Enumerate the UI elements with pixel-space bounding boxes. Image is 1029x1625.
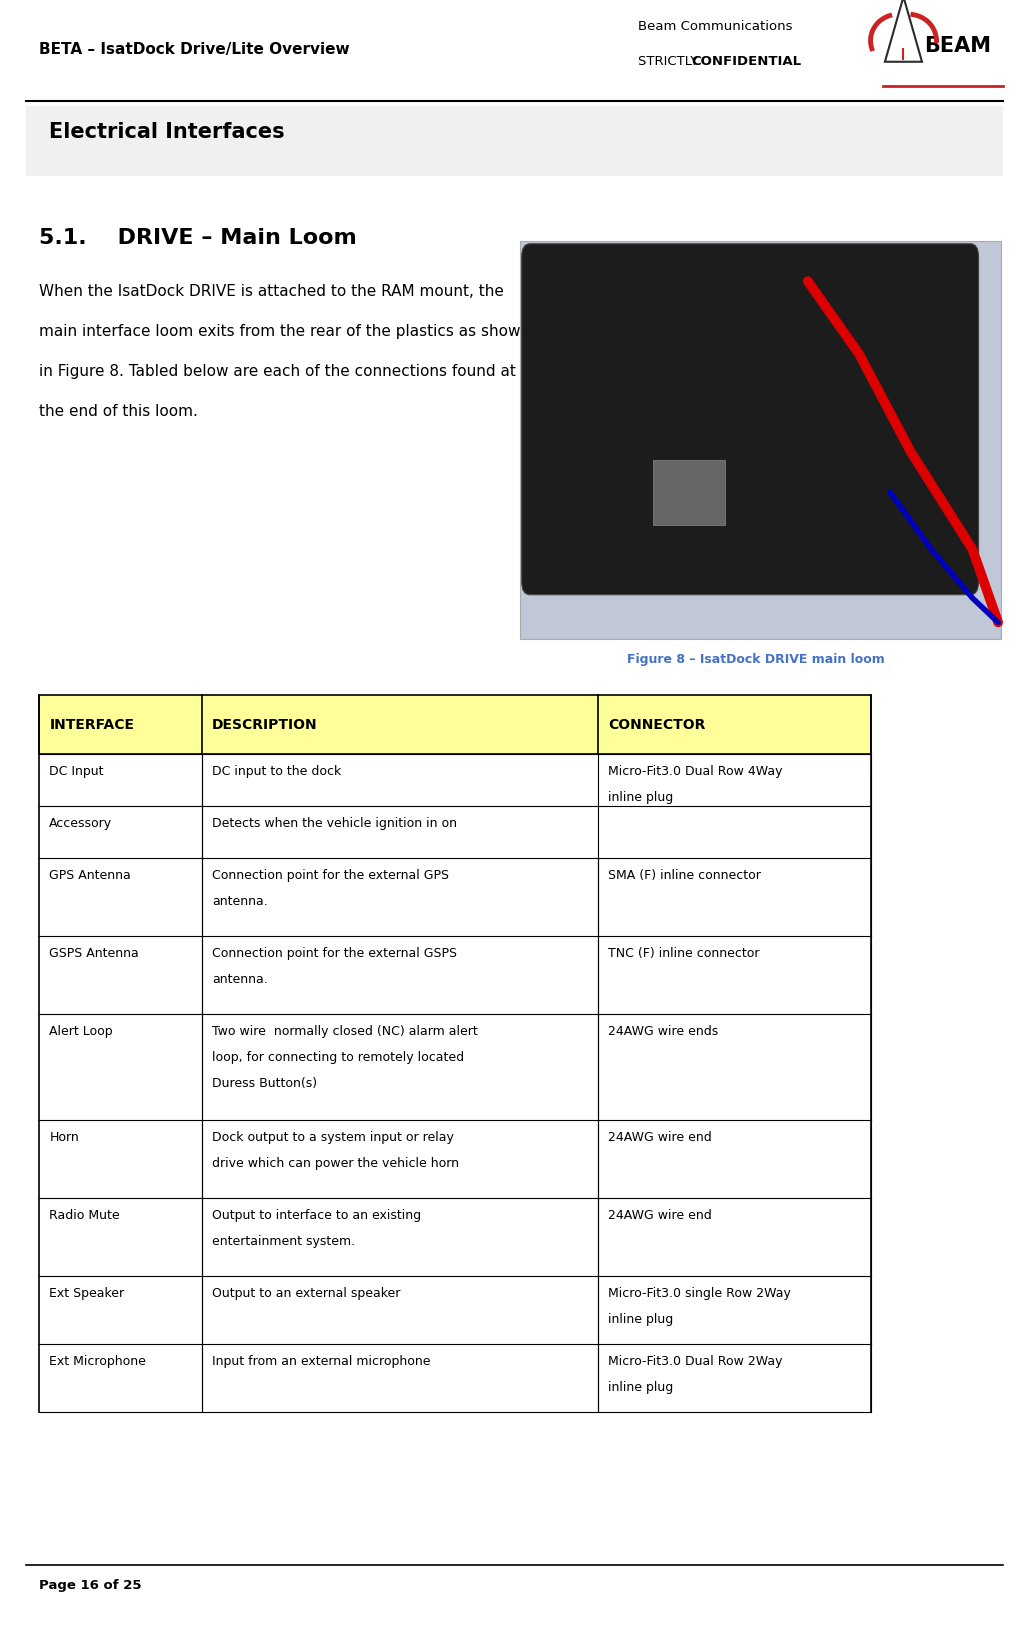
Text: antenna.: antenna. xyxy=(212,895,268,908)
Text: Dock output to a system input or relay: Dock output to a system input or relay xyxy=(212,1131,454,1144)
Text: 24AWG wire end: 24AWG wire end xyxy=(608,1209,712,1222)
Text: Connection point for the external GPS: Connection point for the external GPS xyxy=(212,869,449,882)
Text: 24AWG wire ends: 24AWG wire ends xyxy=(608,1025,718,1038)
Text: Two wire  normally closed (NC) alarm alert: Two wire normally closed (NC) alarm aler… xyxy=(212,1025,477,1038)
Text: Ext Speaker: Ext Speaker xyxy=(49,1287,125,1300)
Text: GPS Antenna: GPS Antenna xyxy=(49,869,131,882)
Text: the end of this loom.: the end of this loom. xyxy=(39,403,198,419)
Text: Radio Mute: Radio Mute xyxy=(49,1209,120,1222)
Text: Accessory: Accessory xyxy=(49,817,112,830)
Text: Figure 8 – IsatDock DRIVE main loom: Figure 8 – IsatDock DRIVE main loom xyxy=(628,653,885,666)
Text: BEAM: BEAM xyxy=(924,36,991,55)
Text: loop, for connecting to remotely located: loop, for connecting to remotely located xyxy=(212,1051,464,1064)
Text: Ext Microphone: Ext Microphone xyxy=(49,1355,146,1368)
Text: SMA (F) inline connector: SMA (F) inline connector xyxy=(608,869,761,882)
Text: BETA – IsatDock Drive/Lite Overview: BETA – IsatDock Drive/Lite Overview xyxy=(39,42,350,57)
Text: inline plug: inline plug xyxy=(608,791,673,804)
Text: STRICTLY: STRICTLY xyxy=(638,55,703,68)
Text: Electrical Interfaces: Electrical Interfaces xyxy=(49,122,285,141)
Text: Input from an external microphone: Input from an external microphone xyxy=(212,1355,430,1368)
Text: TNC (F) inline connector: TNC (F) inline connector xyxy=(608,947,759,960)
Text: DESCRIPTION: DESCRIPTION xyxy=(212,718,318,731)
Text: DC Input: DC Input xyxy=(49,765,104,778)
FancyBboxPatch shape xyxy=(522,244,979,595)
Text: Horn: Horn xyxy=(49,1131,79,1144)
Text: inline plug: inline plug xyxy=(608,1381,673,1394)
Text: When the IsatDock DRIVE is attached to the RAM mount, the: When the IsatDock DRIVE is attached to t… xyxy=(39,284,504,299)
Text: Micro-Fit3.0 Dual Row 2Way: Micro-Fit3.0 Dual Row 2Way xyxy=(608,1355,783,1368)
FancyBboxPatch shape xyxy=(39,696,871,754)
Text: CONFIDENTIAL: CONFIDENTIAL xyxy=(691,55,802,68)
Text: Micro-Fit3.0 Dual Row 4Way: Micro-Fit3.0 Dual Row 4Way xyxy=(608,765,783,778)
Text: drive which can power the vehicle horn: drive which can power the vehicle horn xyxy=(212,1157,459,1170)
Text: Duress Button(s): Duress Button(s) xyxy=(212,1077,317,1090)
Text: Output to an external speaker: Output to an external speaker xyxy=(212,1287,400,1300)
Text: INTERFACE: INTERFACE xyxy=(49,718,135,731)
Text: Alert Loop: Alert Loop xyxy=(49,1025,113,1038)
Text: entertainment system.: entertainment system. xyxy=(212,1235,355,1248)
Text: GSPS Antenna: GSPS Antenna xyxy=(49,947,139,960)
Text: 5.1.    DRIVE – Main Loom: 5.1. DRIVE – Main Loom xyxy=(39,228,357,247)
Text: Page 16 of 25: Page 16 of 25 xyxy=(39,1580,142,1592)
Text: Detects when the vehicle ignition in on: Detects when the vehicle ignition in on xyxy=(212,817,457,830)
Text: DC input to the dock: DC input to the dock xyxy=(212,765,342,778)
Text: antenna.: antenna. xyxy=(212,973,268,986)
Text: in Figure 8. Tabled below are each of the connections found at: in Figure 8. Tabled below are each of th… xyxy=(39,364,516,379)
Text: Beam Communications: Beam Communications xyxy=(638,20,792,32)
Text: CONNECTOR: CONNECTOR xyxy=(608,718,706,731)
Text: Connection point for the external GSPS: Connection point for the external GSPS xyxy=(212,947,457,960)
Text: main interface loom exits from the rear of the plastics as shown: main interface loom exits from the rear … xyxy=(39,325,530,340)
Text: Micro-Fit3.0 single Row 2Way: Micro-Fit3.0 single Row 2Way xyxy=(608,1287,791,1300)
Text: inline plug: inline plug xyxy=(608,1313,673,1326)
Text: 24AWG wire end: 24AWG wire end xyxy=(608,1131,712,1144)
FancyBboxPatch shape xyxy=(520,240,1001,639)
Text: Output to interface to an existing: Output to interface to an existing xyxy=(212,1209,421,1222)
FancyBboxPatch shape xyxy=(26,106,1003,176)
FancyBboxPatch shape xyxy=(653,460,725,525)
